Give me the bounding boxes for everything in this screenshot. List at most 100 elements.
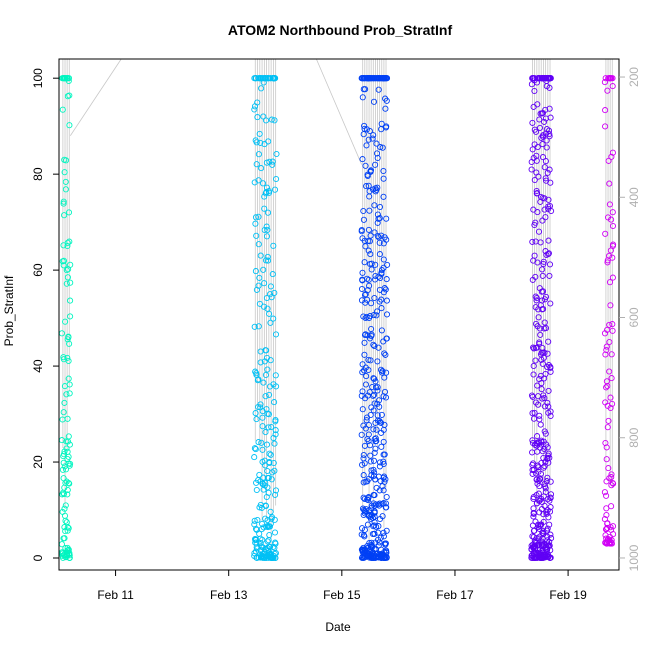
data-point-3-319 <box>544 399 551 406</box>
data-point-2-387 <box>383 504 390 511</box>
data-point-4-97 <box>603 456 610 463</box>
data-point-3-333 <box>542 554 549 561</box>
data-point-3-121 <box>547 491 555 498</box>
data-point-3-15 <box>542 158 549 165</box>
data-point-1-270 <box>258 75 265 82</box>
data-point-3-24 <box>528 166 535 173</box>
data-point-2-413 <box>381 473 388 480</box>
data-point-1-200 <box>255 241 262 248</box>
data-point-0-121 <box>64 547 71 554</box>
data-point-2-408 <box>383 493 390 501</box>
data-point-0-68 <box>62 517 69 524</box>
data-point-4-98 <box>604 539 611 546</box>
data-point-4-34 <box>603 444 610 451</box>
data-point-1-92 <box>271 186 279 193</box>
data-point-3-403 <box>538 506 545 513</box>
data-point-3-47 <box>533 187 540 195</box>
data-point-0-84 <box>61 212 68 219</box>
data-point-3-414 <box>538 288 545 295</box>
data-point-1-44 <box>258 165 265 172</box>
data-point-2-420 <box>368 260 375 267</box>
data-point-3-318 <box>542 248 549 255</box>
data-point-2-228 <box>371 294 378 302</box>
data-point-2-416 <box>372 161 379 168</box>
data-point-2-382 <box>364 392 371 399</box>
connector-line-1 <box>316 58 362 165</box>
data-point-2-410 <box>383 75 391 82</box>
data-point-1-258 <box>258 439 265 446</box>
data-point-2-451 <box>381 75 388 82</box>
data-point-3-234 <box>545 196 552 203</box>
data-point-1-191 <box>264 467 271 475</box>
data-point-3-382 <box>545 203 552 210</box>
data-point-2-82 <box>375 397 383 404</box>
data-point-0-43 <box>62 157 70 164</box>
data-point-1-248 <box>259 458 266 465</box>
data-point-3-332 <box>531 75 538 82</box>
data-point-0-94 <box>65 375 72 382</box>
data-point-1-232 <box>252 214 260 221</box>
data-point-2-283 <box>359 388 366 395</box>
data-point-4-48 <box>604 87 611 94</box>
data-point-1-260 <box>262 117 270 124</box>
data-point-3-235 <box>543 363 551 370</box>
data-point-3-294 <box>544 533 551 540</box>
data-point-3-186 <box>542 488 549 496</box>
data-point-2-455 <box>382 554 389 561</box>
data-point-3-169 <box>532 293 539 300</box>
data-point-1-222 <box>267 543 274 551</box>
data-point-3-162 <box>541 319 548 326</box>
data-point-0-102 <box>64 448 71 455</box>
data-point-2-169 <box>365 497 372 504</box>
data-point-4-44 <box>603 346 610 354</box>
data-point-2-255 <box>380 529 387 536</box>
data-point-1-278 <box>262 190 269 197</box>
data-point-2-176 <box>359 269 366 276</box>
data-point-0-45 <box>60 475 67 482</box>
data-point-2-342 <box>379 513 386 520</box>
data-point-2-78 <box>376 251 383 258</box>
data-point-2-302 <box>371 436 378 443</box>
data-point-2-324 <box>360 472 367 479</box>
data-point-1-231 <box>267 357 274 364</box>
data-point-4-7 <box>603 492 610 499</box>
data-point-3-145 <box>546 131 553 138</box>
data-point-3-219 <box>531 126 538 133</box>
data-point-1-16 <box>269 158 276 165</box>
data-point-3-1 <box>530 371 537 378</box>
data-point-1-204 <box>262 515 269 522</box>
data-point-0-75 <box>64 274 71 281</box>
data-point-2-57 <box>359 361 366 368</box>
data-point-2-336 <box>380 500 387 507</box>
data-point-1-180 <box>252 525 260 532</box>
data-point-3-80 <box>544 496 551 503</box>
data-point-2-123 <box>373 426 380 433</box>
data-point-4-93 <box>607 538 614 546</box>
data-point-2-409 <box>361 442 368 449</box>
data-point-2-402 <box>364 287 371 294</box>
data-point-3-363 <box>529 146 536 153</box>
data-point-2-39 <box>376 403 383 410</box>
data-point-2-341 <box>361 125 368 132</box>
right-axis: 200 400 600 800 1000 <box>619 67 641 571</box>
data-point-4-47 <box>605 157 612 164</box>
data-point-3-396 <box>544 542 551 549</box>
data-point-0-105 <box>60 453 67 460</box>
data-point-2-332 <box>362 162 369 169</box>
data-point-3-38 <box>529 119 536 126</box>
data-point-0-51 <box>62 186 69 193</box>
data-point-0-118 <box>62 318 69 325</box>
data-point-0-127 <box>62 554 69 561</box>
data-point-3-147 <box>537 372 544 379</box>
data-point-2-30 <box>363 142 370 149</box>
data-point-2-242 <box>383 97 390 104</box>
data-point-0-90 <box>61 169 68 176</box>
data-point-2-136 <box>362 381 369 388</box>
data-point-2-385 <box>378 267 385 274</box>
data-point-2-316 <box>371 375 378 382</box>
data-point-2-426 <box>371 509 378 516</box>
data-point-2-234 <box>364 436 371 443</box>
data-point-1-43 <box>268 476 275 483</box>
data-point-3-267 <box>530 154 537 162</box>
data-point-0-88 <box>59 508 66 515</box>
